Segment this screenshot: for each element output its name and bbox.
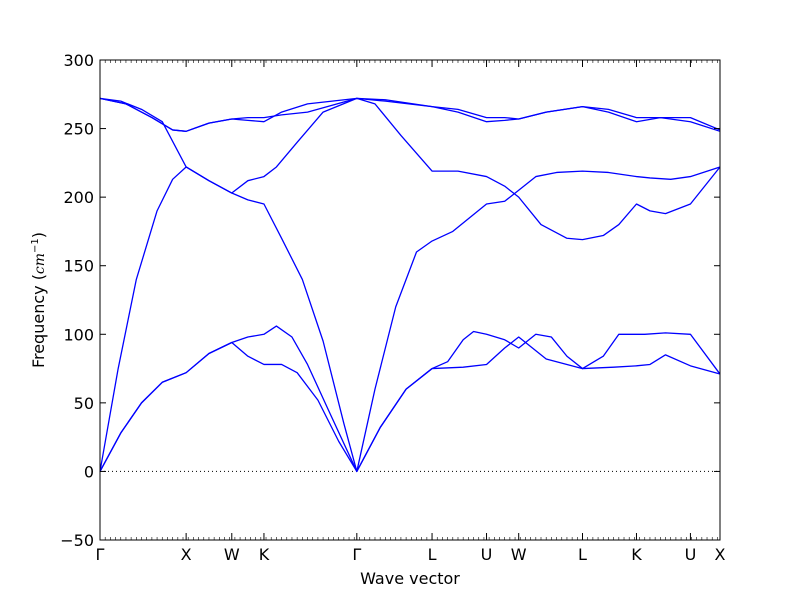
phonon-branch-4: [99, 97, 721, 241]
y-axis-label-unit: cm: [32, 253, 48, 274]
x-axis-label: Wave vector: [360, 569, 460, 588]
y-tick-label: 300: [63, 51, 94, 70]
y-axis-label-close: ): [29, 232, 48, 238]
x-tick-label: X: [181, 545, 192, 564]
phonon-branch-2: [99, 325, 721, 473]
y-tick-label: 50: [74, 394, 94, 413]
x-tick-label: L: [578, 545, 587, 564]
x-tick-label: K: [259, 545, 270, 564]
x-tick-label: W: [511, 545, 527, 564]
y-axis-ticks: −50 0 50 100 150 200 250 300: [60, 51, 720, 550]
x-tick-label: U: [685, 545, 697, 564]
y-axis-label-text: Frequency (: [29, 274, 48, 368]
x-tick-label: L: [428, 545, 437, 564]
series-group: [99, 97, 721, 473]
y-tick-label: 250: [63, 120, 94, 139]
y-axis-label-exponent: −1: [30, 238, 41, 253]
plot-frame: [99, 59, 721, 541]
x-tick-label: Γ: [352, 545, 361, 564]
x-tick-label: Γ: [96, 545, 105, 564]
y-tick-label: −50: [60, 531, 94, 550]
y-tick-label: 200: [63, 188, 94, 207]
x-tick-label: W: [224, 545, 240, 564]
phonon-branch-3: [99, 166, 721, 473]
minor-ticks: [99, 60, 718, 540]
x-tick-label: X: [715, 545, 726, 564]
y-axis-label: Frequency (cm−1): [29, 232, 48, 368]
y-tick-label: 100: [63, 325, 94, 344]
phonon-branch-1: [99, 336, 721, 473]
x-tick-label: K: [631, 545, 642, 564]
phonon-branch-6: [99, 97, 721, 132]
y-tick-label: 0: [84, 462, 94, 481]
x-tick-label: U: [481, 545, 493, 564]
y-tick-label: 150: [63, 257, 94, 276]
